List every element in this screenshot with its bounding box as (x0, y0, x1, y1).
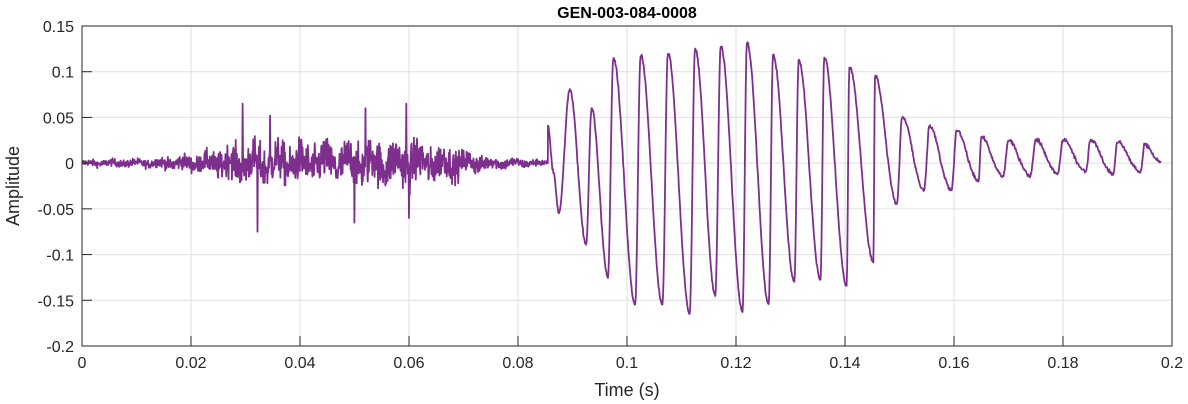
x-tick-label: 0.08 (502, 355, 533, 372)
x-tick-label: 0.14 (829, 355, 860, 372)
x-tick-label: 0.1 (616, 355, 638, 372)
y-tick-label: 0.15 (43, 19, 74, 36)
x-tick-label: 0 (78, 355, 87, 372)
waveform-series-line (81, 41, 1162, 315)
x-tick-label: 0.06 (393, 355, 424, 372)
x-tick-label: 0.16 (938, 355, 969, 372)
y-tick-label: 0.05 (43, 110, 74, 127)
y-tick-label: -0.05 (38, 202, 75, 219)
y-tick-label: 0 (65, 156, 74, 173)
x-tick-label: 0.2 (1161, 355, 1183, 372)
y-axis-ticks: -0.2 -0.15 -0.1 -0.05 0 0.05 0.1 0.15 (38, 19, 92, 356)
y-tick-label: -0.1 (46, 248, 74, 265)
y-tick-label: 0.1 (52, 65, 74, 82)
y-axis-label: Amplitude (3, 146, 23, 226)
x-tick-label: 0.02 (175, 355, 206, 372)
x-axis-ticks: 0 0.02 0.04 0.06 0.08 0.1 0.12 0.14 0.16 0.18 0.2 (78, 336, 1183, 372)
x-tick-label: 0.18 (1047, 355, 1078, 372)
x-tick-label: 0.04 (284, 355, 315, 372)
chart-title: GEN-003-084-0008 (557, 5, 697, 22)
x-tick-label: 0.12 (720, 355, 751, 372)
y-tick-label: -0.15 (38, 293, 75, 310)
x-axis-label: Time (s) (594, 380, 659, 400)
y-tick-label: -0.2 (46, 339, 74, 356)
